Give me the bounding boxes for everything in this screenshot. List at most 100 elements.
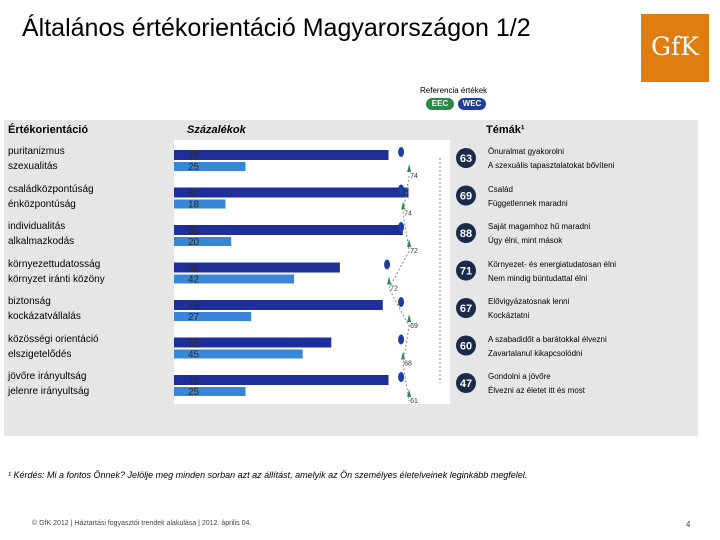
bar-primary <box>174 262 340 273</box>
score-badge <box>456 373 476 393</box>
wec-pill: WEC <box>458 98 486 110</box>
score-badge-value: 47 <box>460 378 472 390</box>
reference-value-label: 68 <box>404 361 412 368</box>
score-badge-value: 71 <box>460 266 472 278</box>
eec-marker <box>407 164 412 172</box>
eec-marker <box>407 314 412 322</box>
row-label-line: szexualitás <box>8 161 58 172</box>
row-label-line: alkalmazkodás <box>8 236 75 247</box>
theme-6: Gondolni a jövőre Élvezni az életet itt é… <box>488 370 585 398</box>
bar-secondary <box>174 237 232 246</box>
reference-value-label: 61 <box>410 398 418 405</box>
bar-primary <box>174 375 389 385</box>
reference-value-label: 74 <box>404 211 412 218</box>
bar-value-label: 25 <box>188 162 200 173</box>
theme-5: A szabadidőt a barátokkal élvezni Zavarta… <box>488 333 607 361</box>
row-label-line: jövőre irányultság <box>8 371 87 382</box>
header-percent: Százalékok <box>187 124 246 136</box>
eec-marker <box>401 201 406 210</box>
score-badge-value: 69 <box>460 191 472 203</box>
theme-line: Gondolni a jövőre <box>488 372 551 381</box>
wec-marker <box>398 297 405 307</box>
wec-marker <box>398 184 405 195</box>
bar-value-label: 75 <box>188 151 200 162</box>
bar-value-label: 82 <box>188 189 200 200</box>
bar-primary <box>174 225 403 235</box>
reference-value-label: 74 <box>410 173 418 180</box>
bar-value-label: 75 <box>188 376 200 387</box>
theme-line: Zavartalanul kikapcsolódni <box>488 348 583 358</box>
score-badge <box>456 185 476 206</box>
row-label-6: jövőre irányultság jelenre irányultság <box>8 369 89 399</box>
theme-line: Kockáztatni <box>488 311 530 320</box>
theme-line: Élvezni az életet itt és most <box>488 386 585 395</box>
eec-pill: EEC <box>426 98 454 110</box>
bar-value-label: 73 <box>188 301 200 312</box>
row-label-line: puritanizmus <box>8 146 65 157</box>
bar-value-label: 18 <box>188 200 200 211</box>
bar-value-label: 55 <box>188 339 200 350</box>
wec-marker <box>398 372 405 382</box>
wec-marker <box>398 147 405 157</box>
score-badge-value: 67 <box>460 303 472 315</box>
bar-value-label: 20 <box>188 237 200 248</box>
wec-marker <box>398 222 405 232</box>
reference-value-label: 69 <box>410 323 418 330</box>
theme-0: Önuralmat gyakorolni A szexuális tapaszta… <box>488 145 614 173</box>
header-themes: Témák¹ <box>486 124 525 136</box>
row-label-line: környezettudatosság <box>8 258 101 270</box>
bar-value-label: 45 <box>188 350 200 361</box>
header-orientation: Értékorientáció <box>8 124 89 136</box>
wec-marker <box>398 334 405 345</box>
footnote: ¹ Kérdés: Mi a fontos Önnek? Jelölje meg… <box>8 470 528 480</box>
page-title: Általános értékorientáció Magyarországon… <box>22 14 531 42</box>
reference-trend-line <box>388 175 410 402</box>
theme-line: A szabadidőt a barátokkal élvezni <box>488 334 607 344</box>
row-label-line: közösségi orientáció <box>8 333 99 345</box>
theme-line: Önuralmat gyakorolni <box>488 147 565 156</box>
row-label-4: biztonság kockázatvállalás <box>8 294 81 324</box>
theme-line: A szexuális tapasztalatokat bővíteni <box>488 161 615 170</box>
bar-value-label: 27 <box>188 312 200 323</box>
eec-marker <box>387 276 392 285</box>
row-label-line: biztonság <box>8 296 51 307</box>
bar-value-label: 80 <box>188 226 200 237</box>
row-label-3: környezettudatosság környzet iránti közön… <box>8 257 105 287</box>
theme-line: Saját magamhoz hű maradni <box>488 222 591 231</box>
theme-line: Úgy élni, mint mások <box>488 236 563 245</box>
score-badge <box>456 148 476 168</box>
row-label-line: környzet iránti közöny <box>8 273 105 285</box>
row-label-line: énközpontúság <box>8 198 76 210</box>
bar-secondary <box>174 199 226 209</box>
bar-secondary <box>174 274 295 284</box>
score-badge <box>456 223 476 243</box>
bar-secondary <box>174 162 246 171</box>
bar-primary <box>174 187 409 198</box>
wec-marker <box>384 259 391 270</box>
theme-2: Saját magamhoz hű maradni Úgy élni, mint … <box>488 220 590 248</box>
score-badge <box>456 335 476 356</box>
row-label-2: individualitás alkalmazkodás <box>8 219 74 249</box>
bar-secondary <box>174 387 246 396</box>
gfk-logo: GfK <box>641 14 709 82</box>
theme-line: Környezet- és energiatudatosan élni <box>488 259 617 269</box>
score-badge <box>456 298 476 318</box>
bar-value-label: 42 <box>188 275 200 286</box>
footer: © GfK 2012 | Háztartási fogyasztói trend… <box>32 520 252 527</box>
row-label-line: családközpontúság <box>8 183 94 195</box>
row-label-5: közösségi orientáció elszigetelődés <box>8 332 99 362</box>
row-label-line: jelenre irányultság <box>8 386 90 397</box>
page-number: 4 <box>686 520 691 529</box>
theme-3: Környezet- és energiatudatosan élni Nem m… <box>488 258 616 286</box>
row-label-0: puritanizmus szexualitás <box>8 144 65 174</box>
theme-line: Függetlennek maradni <box>488 198 568 208</box>
theme-4: Elővigyázatosnak lenni Kockáztatni <box>488 295 569 323</box>
bar-secondary <box>174 349 303 359</box>
bar-primary <box>174 337 332 348</box>
row-label-1: családközpontúság énközpontúság <box>8 182 94 212</box>
theme-line: Család <box>488 184 513 194</box>
score-badge <box>456 260 476 281</box>
theme-line: Nem mindig büntudattal élni <box>488 273 588 283</box>
bar-secondary <box>174 312 252 321</box>
bar-primary <box>174 300 383 310</box>
